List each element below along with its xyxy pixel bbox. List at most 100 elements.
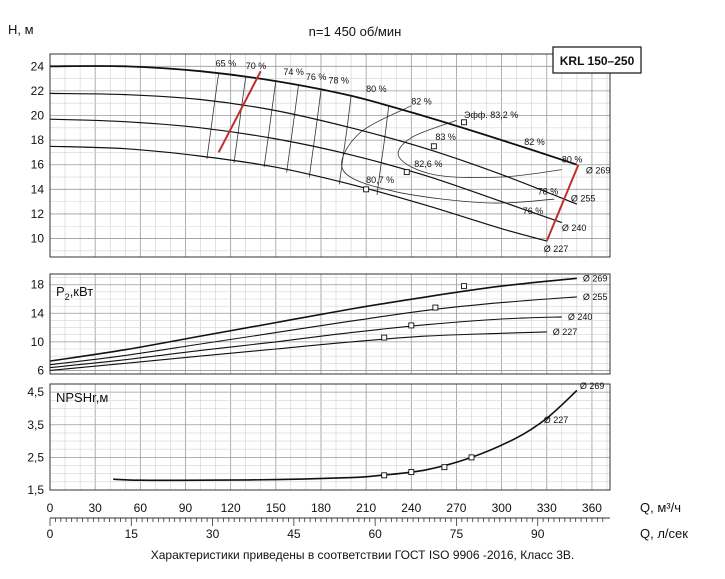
efficiency-label: 70 % <box>246 61 267 71</box>
efficiency-label: 82 % <box>411 96 432 106</box>
diameter-label: Ø 227 <box>544 244 569 254</box>
power-curve <box>49 277 577 362</box>
y-tick-label: 6 <box>37 363 44 377</box>
panel-frame <box>49 53 611 258</box>
efficiency-label: 80,7 % <box>366 175 394 185</box>
power-curve <box>49 331 547 371</box>
npsh-label-227: Ø 227 <box>544 415 569 425</box>
y-tick-label: 10 <box>31 232 45 246</box>
efficiency-label: 65 % <box>216 58 237 68</box>
x-tick-ls: 30 <box>206 527 220 541</box>
npsh-marker <box>468 454 475 461</box>
y-tick-label: 18 <box>31 133 45 147</box>
x-tick-m3h: 210 <box>356 501 376 515</box>
y-axis-label-power-unit: ,кВт <box>70 284 94 299</box>
efficiency-iso-line <box>233 77 247 163</box>
y-tick-label: 24 <box>31 59 45 73</box>
power-diameter-label: Ø 227 <box>553 327 578 337</box>
x-tick-m3h: 240 <box>401 501 421 515</box>
x-tick-m3h: 90 <box>179 501 193 515</box>
efficiency-label: 82,6 % <box>414 159 442 169</box>
x-tick-m3h: 0 <box>47 501 54 515</box>
x-tick-m3h: 270 <box>446 501 466 515</box>
model-label: KRL 150–250 <box>560 54 635 68</box>
x-tick-m3h: 300 <box>492 501 512 515</box>
power-curve <box>49 296 577 366</box>
power-marker <box>432 304 439 311</box>
power-curve <box>49 316 562 369</box>
efficiency-label: 78 % <box>538 186 559 196</box>
head-curve <box>49 118 562 224</box>
efficiency-label: 76 % <box>306 72 327 82</box>
efficiency-label: Эфф. 83,2 % <box>464 110 518 120</box>
x-tick-m3h: 180 <box>311 501 331 515</box>
diameter-label: Ø 269 <box>586 165 611 175</box>
footnote: Характеристики приведены в соответствии … <box>150 548 575 562</box>
bep-marker <box>461 119 467 126</box>
y-tick-label: 12 <box>31 207 45 221</box>
efficiency-label: 80 % <box>562 154 583 164</box>
chart-title: n=1 450 об/мин <box>309 24 402 39</box>
model-box <box>552 46 642 74</box>
efficiency-label: 76 % <box>523 206 544 216</box>
y-tick-label: 14 <box>31 306 45 320</box>
panel-frame <box>49 383 611 491</box>
power-diameter-label: Ø 269 <box>583 273 608 283</box>
x-axis-label-m3h: Q, м³/ч <box>640 500 681 515</box>
power-marker <box>408 322 415 329</box>
x-tick-m3h: 330 <box>537 501 557 515</box>
bep-marker <box>363 186 370 193</box>
x-tick-m3h: 30 <box>88 501 102 515</box>
efficiency-iso-line <box>206 73 219 159</box>
bep-marker <box>430 143 437 150</box>
efficiency-iso-line <box>376 106 390 195</box>
efficiency-iso-line <box>286 85 299 173</box>
y-tick-label: 14 <box>31 182 45 196</box>
power-diameter-label: Ø 255 <box>583 292 608 302</box>
efficiency-label: 82 % <box>524 137 545 147</box>
efficiency-label: 74 % <box>283 67 304 77</box>
max-flow-line <box>545 164 580 242</box>
x-tick-m3h: 360 <box>582 501 602 515</box>
x-tick-ls: 45 <box>287 527 301 541</box>
diameter-label: Ø 240 <box>562 223 587 233</box>
y-tick-label: 3,5 <box>27 418 44 432</box>
y-tick-label: 10 <box>31 335 45 349</box>
y-tick-label: 22 <box>31 84 45 98</box>
y-tick-label: 2,5 <box>27 450 44 464</box>
power-marker <box>461 283 467 290</box>
bep-marker <box>403 169 410 176</box>
x-tick-ls: 90 <box>531 527 545 541</box>
y-tick-label: 1,5 <box>27 483 44 497</box>
efficiency-contour-80 <box>341 105 555 204</box>
npsh-label-269: Ø 269 <box>580 381 605 391</box>
y-axis-label-npsh: NPSHr,м <box>56 390 108 405</box>
npsh-marker <box>408 469 415 476</box>
x-tick-ls: 75 <box>450 527 464 541</box>
x-axis-label-ls: Q, л/сек <box>640 526 688 541</box>
footnote-holder: Характеристики приведены в соответствии … <box>0 548 725 562</box>
x-tick-ls: 15 <box>125 527 139 541</box>
y-tick-label: 16 <box>31 158 45 172</box>
efficiency-label: 83 % <box>435 132 456 142</box>
x-tick-m3h: 120 <box>221 501 241 515</box>
y-axis-label-power-sub: 2 <box>65 292 70 302</box>
npsh-marker <box>441 464 448 471</box>
efficiency-iso-line <box>308 89 322 178</box>
y-tick-label: 4,5 <box>27 385 44 399</box>
head-curve <box>49 92 578 205</box>
head-curve <box>49 145 547 242</box>
head-curve <box>49 65 578 166</box>
efficiency-label: 80 % <box>366 84 387 94</box>
panel-frame <box>49 273 611 375</box>
power-marker <box>381 334 388 341</box>
y-tick-label: 18 <box>31 278 45 292</box>
npsh-marker <box>381 472 388 479</box>
x-tick-ls: 0 <box>47 527 54 541</box>
diameter-label: Ø 255 <box>571 194 596 204</box>
efficiency-iso-line <box>263 81 277 168</box>
x-tick-m3h: 60 <box>134 501 148 515</box>
npsh-curve <box>113 389 578 482</box>
